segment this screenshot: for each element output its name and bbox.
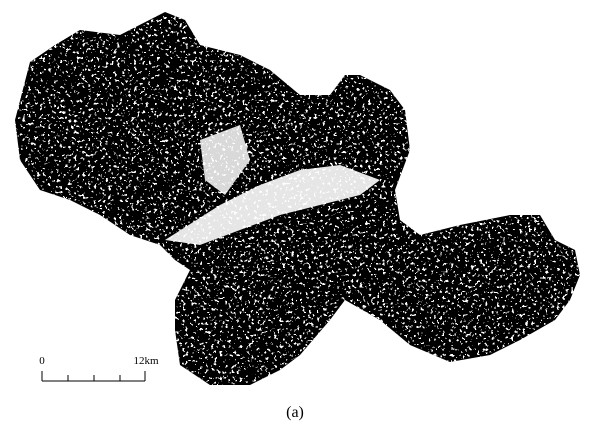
caption: (a) — [286, 404, 304, 421]
region — [15, 12, 580, 385]
scale-end: 12km — [133, 355, 159, 367]
scale-start: 0 — [39, 355, 45, 367]
scale-bar — [41, 371, 146, 382]
region-speckle — [15, 12, 580, 385]
